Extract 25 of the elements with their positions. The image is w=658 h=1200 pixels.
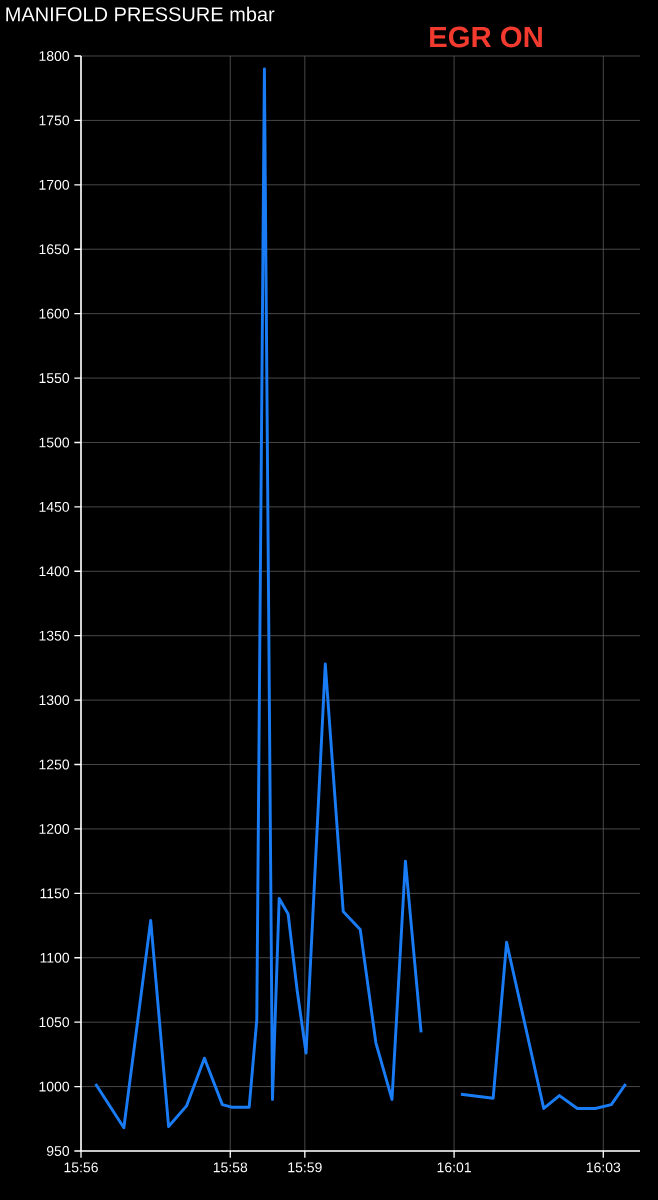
y-tick-label: 1700 — [39, 179, 70, 190]
y-tick-label: 1500 — [39, 437, 70, 448]
y-tick-label: 1250 — [39, 759, 70, 770]
y-tick-label: 1000 — [39, 1081, 70, 1092]
y-tick-label: 1450 — [39, 501, 70, 512]
y-tick-label: 1200 — [39, 823, 70, 834]
y-tick-label: 1600 — [39, 308, 70, 319]
x-tick-label: 15:58 — [213, 1162, 248, 1173]
y-tick-label: 1750 — [39, 115, 70, 126]
text: EGR ON — [430, 26, 542, 48]
y-tick-label: 1400 — [39, 566, 70, 577]
y-tick-label: 1550 — [39, 373, 70, 384]
x-tick-label: 15:56 — [64, 1162, 98, 1173]
y-tick-label: 1100 — [40, 952, 70, 963]
y-tick-label: 1650 — [39, 244, 70, 255]
y-tick-label: 1800 — [39, 51, 70, 61]
y-tick-label: 1300 — [39, 695, 70, 706]
y-tick-label: 1350 — [39, 630, 70, 641]
chart-title: MANIFOLD PRESSURE mbar — [6, 6, 275, 22]
y-tick-label: 1050 — [39, 1017, 70, 1028]
y-tick-label: 950 — [46, 1146, 70, 1156]
y-tick-label: 1150 — [40, 888, 70, 899]
x-tick-label: 15:59 — [288, 1162, 322, 1173]
x-tick-label: 16:03 — [586, 1162, 621, 1173]
x-tick-label: 16:01 — [437, 1162, 471, 1173]
